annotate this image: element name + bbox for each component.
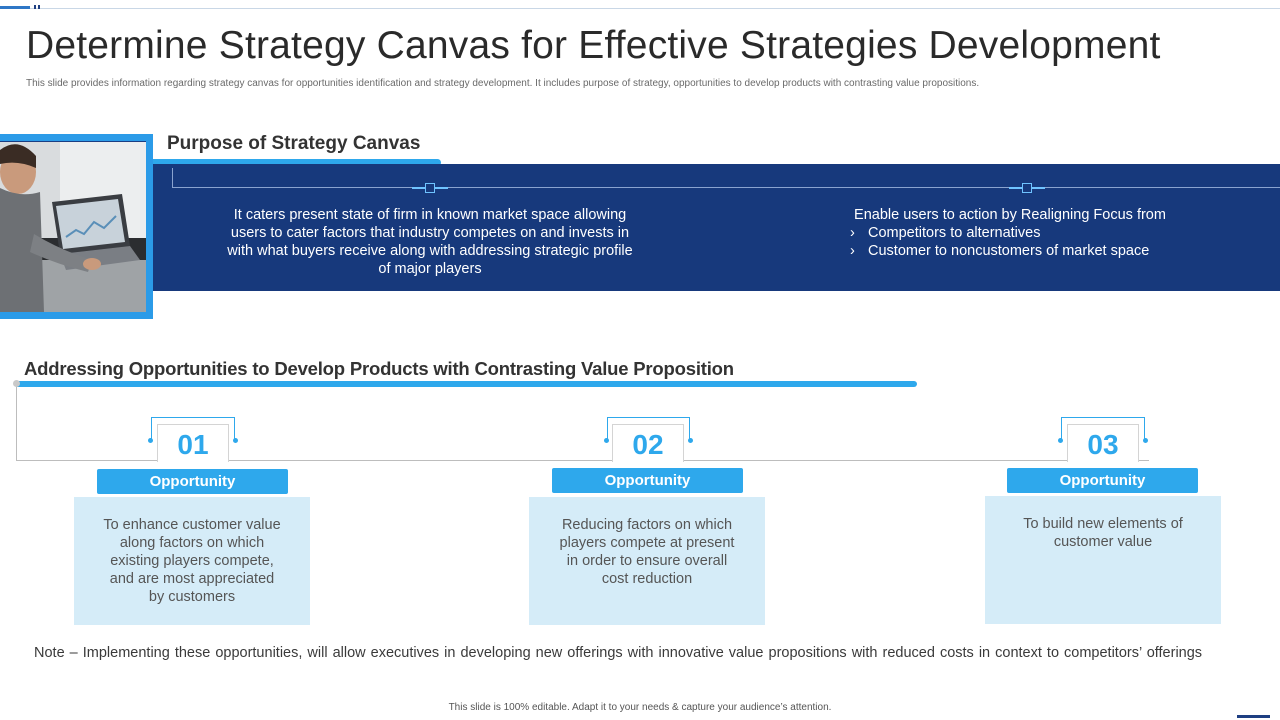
connector-dot — [13, 380, 20, 387]
opportunity-number: 03 — [1087, 429, 1119, 460]
top-accent-bar — [0, 6, 30, 9]
purpose-right-list: › Competitors to alternatives › Customer t… — [820, 224, 1200, 260]
opportunity-description: To enhance customer value along factors … — [74, 497, 310, 625]
number-tab — [612, 424, 684, 462]
opportunity-number: 01 — [177, 429, 209, 460]
opportunities-connector — [16, 384, 1149, 461]
slide-title: Determine Strategy Canvas for Effective … — [26, 24, 1161, 67]
list-item-text: Customer to noncustomers of market space — [868, 243, 1150, 259]
top-marks — [34, 5, 40, 9]
opportunity-label: Opportunity — [552, 468, 743, 493]
opportunities-underline — [16, 381, 917, 387]
rail-node-left-icon — [412, 183, 448, 193]
slide-subtitle: This slide provides information regardin… — [26, 78, 980, 89]
person-at-laptop-photo — [0, 142, 146, 312]
chevron-right-icon: › — [850, 243, 855, 259]
purpose-heading: Purpose of Strategy Canvas — [167, 133, 421, 154]
number-bracket — [148, 417, 238, 443]
list-item: › Competitors to alternatives — [850, 224, 1200, 242]
opportunity-label: Opportunity — [1007, 468, 1198, 493]
top-rule — [0, 8, 1280, 9]
opportunity-description: Reducing factors on which players compet… — [529, 497, 765, 625]
purpose-left-text: It caters present state of firm in known… — [227, 207, 633, 277]
band-connector-rail — [172, 168, 1280, 188]
opportunity-number: 02 — [632, 429, 664, 460]
purpose-right-lead: Enable users to action by Realigning Foc… — [854, 207, 1166, 223]
number-bracket — [604, 417, 693, 443]
purpose-right-block: Enable users to action by Realigning Foc… — [820, 206, 1200, 260]
chevron-right-icon: › — [850, 225, 855, 241]
footer-text: This slide is 100% editable. Adapt it to… — [448, 702, 832, 713]
corner-mark — [1237, 715, 1270, 718]
opportunity-description: To build new elements of customer value — [985, 496, 1221, 624]
purpose-underline — [153, 159, 441, 166]
number-bracket — [1058, 417, 1148, 443]
opportunities-heading: Addressing Opportunities to Develop Prod… — [24, 358, 734, 379]
purpose-band — [153, 164, 1280, 291]
note-text: Note – Implementing these opportunities,… — [34, 645, 1203, 661]
list-item-text: Competitors to alternatives — [868, 225, 1041, 241]
number-tab — [157, 424, 229, 462]
list-item: › Customer to noncustomers of market spac… — [850, 242, 1200, 260]
rail-node-right-icon — [1009, 183, 1045, 193]
number-tab — [1067, 424, 1139, 462]
opportunity-label: Opportunity — [97, 469, 288, 494]
